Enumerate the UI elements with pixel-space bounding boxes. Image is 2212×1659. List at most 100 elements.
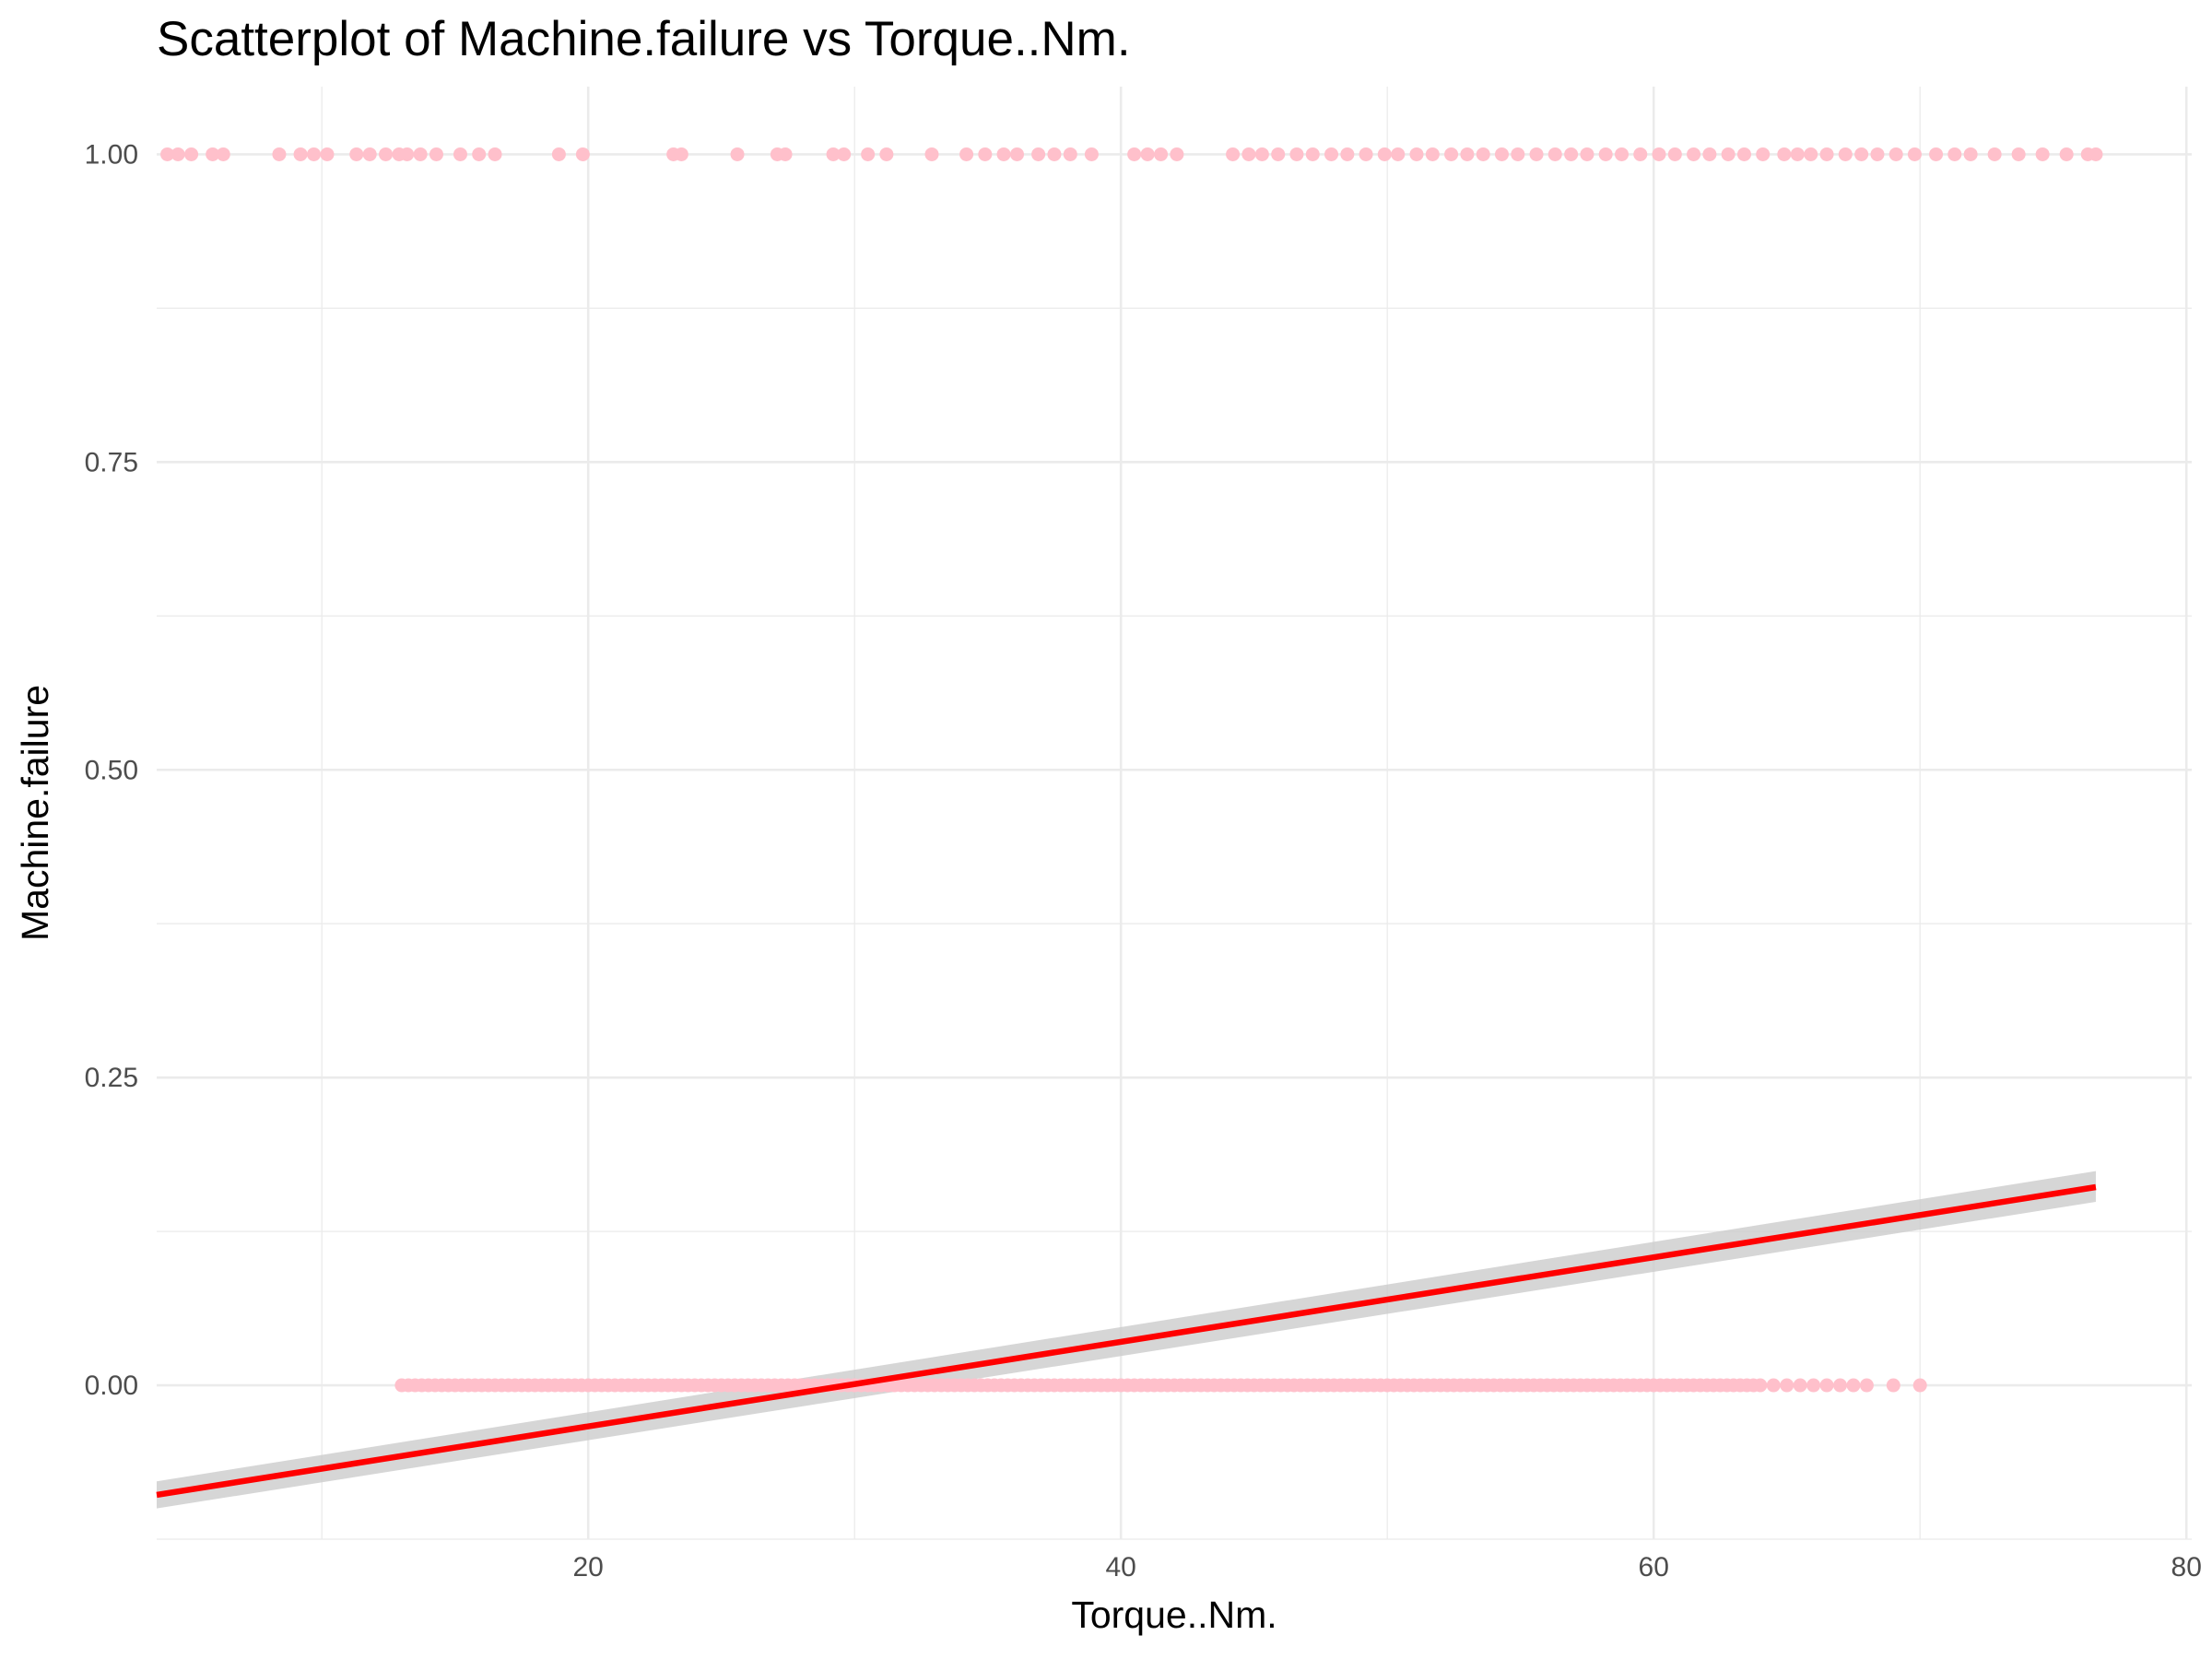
scatter-point — [1819, 147, 1834, 161]
x-tick-label: 60 — [1639, 1552, 1669, 1583]
scatter-point — [1084, 147, 1099, 161]
scatter-point — [1529, 147, 1544, 161]
scatter-point — [1460, 147, 1475, 161]
fit-line — [156, 1183, 2097, 1499]
scatter-point — [778, 147, 793, 161]
scatter-point — [2059, 147, 2074, 161]
scatter-point — [1377, 147, 1392, 161]
scatter-point — [413, 147, 428, 161]
scatter-point — [2088, 147, 2103, 161]
scatter-point — [1226, 147, 1241, 161]
scatter-point — [1947, 147, 1962, 161]
scatter-point — [1289, 147, 1304, 161]
scatter-point — [216, 147, 230, 161]
scatter-point — [1340, 147, 1355, 161]
scatter-point — [307, 147, 322, 161]
y-axis-ticks: 0.00 0.25 0.50 0.75 1.00 — [85, 139, 138, 1401]
scatter-point — [1859, 1378, 1874, 1393]
scatter-point — [171, 147, 185, 161]
scatter-point — [924, 147, 939, 161]
x-tick-label: 80 — [2171, 1552, 2202, 1583]
scatter-point — [1886, 1378, 1900, 1393]
scatter-point — [1409, 147, 1424, 161]
scatter-point — [1912, 1378, 1927, 1393]
x-axis-title: Torque..Nm. — [1071, 1594, 1277, 1636]
scatter-point — [1063, 147, 1077, 161]
scatter-point — [575, 147, 590, 161]
x-tick-label: 40 — [1106, 1552, 1136, 1583]
scatter-point — [488, 147, 502, 161]
chart-title: Scatterplot of Machine.failure vs Torque… — [157, 12, 1131, 66]
scatter-point — [996, 147, 1011, 161]
fit-line-layer — [156, 1183, 2097, 1499]
scatter-point — [1652, 147, 1666, 161]
scatter-point — [1154, 147, 1169, 161]
scatter-point — [1888, 147, 1903, 161]
scatter-point — [1254, 147, 1269, 161]
scatter-point — [1819, 1378, 1834, 1393]
scatter-point — [674, 147, 688, 161]
scatter-point — [1838, 147, 1853, 161]
scatter-point — [1929, 147, 1944, 161]
scatter-point — [1359, 147, 1373, 161]
scatter-point — [551, 147, 566, 161]
scatter-point — [293, 147, 308, 161]
scatter-point — [1580, 147, 1594, 161]
y-tick-label: 0.75 — [85, 447, 138, 477]
scatter-point — [1846, 1378, 1861, 1393]
scatter-point — [1127, 147, 1142, 161]
scatter-point — [1854, 147, 1869, 161]
scatter-point — [206, 147, 220, 161]
scatter-point — [1804, 147, 1818, 161]
scatter-point — [861, 147, 876, 161]
scatter-point — [1476, 147, 1490, 161]
x-axis-ticks: 20 40 60 80 — [573, 1552, 2202, 1583]
scatter-point — [349, 147, 364, 161]
scatter-point — [1963, 147, 1978, 161]
scatter-point — [429, 147, 443, 161]
scatter-point — [1009, 147, 1024, 161]
scatter-point — [362, 147, 377, 161]
scatter-point — [1271, 147, 1286, 161]
scatter-point — [1736, 147, 1751, 161]
scatter-point — [1702, 147, 1717, 161]
scatter-point — [379, 147, 394, 161]
scatter-point — [1756, 147, 1771, 161]
scatter-point — [1987, 147, 2002, 161]
scatter-point — [1687, 147, 1701, 161]
scatter-point — [1870, 147, 1885, 161]
scatter-point — [1793, 1378, 1807, 1393]
scatter-point — [1391, 147, 1406, 161]
y-tick-label: 0.00 — [85, 1371, 138, 1401]
scatter-point — [1031, 147, 1046, 161]
scatter-point — [730, 147, 745, 161]
scatter-point — [320, 147, 335, 161]
y-tick-label: 0.25 — [85, 1063, 138, 1093]
scatter-point — [1547, 147, 1562, 161]
scatter-point — [2035, 147, 2050, 161]
scatter-point — [1241, 147, 1256, 161]
scatter-point — [1425, 147, 1440, 161]
scatter-point — [2011, 147, 2026, 161]
scatter-point — [1494, 147, 1509, 161]
scatter-point — [978, 147, 993, 161]
scatter-point — [1780, 1378, 1794, 1393]
scatter-point — [837, 147, 852, 161]
scatter-point — [272, 147, 287, 161]
scatter-point — [1907, 147, 1922, 161]
scatter-point — [472, 147, 487, 161]
scatter-point — [1790, 147, 1805, 161]
scatter-point — [1564, 147, 1579, 161]
scatter-point — [1615, 147, 1630, 161]
scatter-point — [1633, 147, 1648, 161]
y-tick-label: 0.50 — [85, 755, 138, 785]
scatter-point — [1721, 147, 1735, 161]
scatter-point — [1170, 147, 1184, 161]
y-axis-title: Machine.failure — [14, 685, 56, 941]
scatter-point — [453, 147, 467, 161]
scatter-point — [1777, 147, 1792, 161]
x-tick-label: 20 — [573, 1552, 604, 1583]
scatter-point — [1806, 1378, 1821, 1393]
scatter-point — [959, 147, 974, 161]
